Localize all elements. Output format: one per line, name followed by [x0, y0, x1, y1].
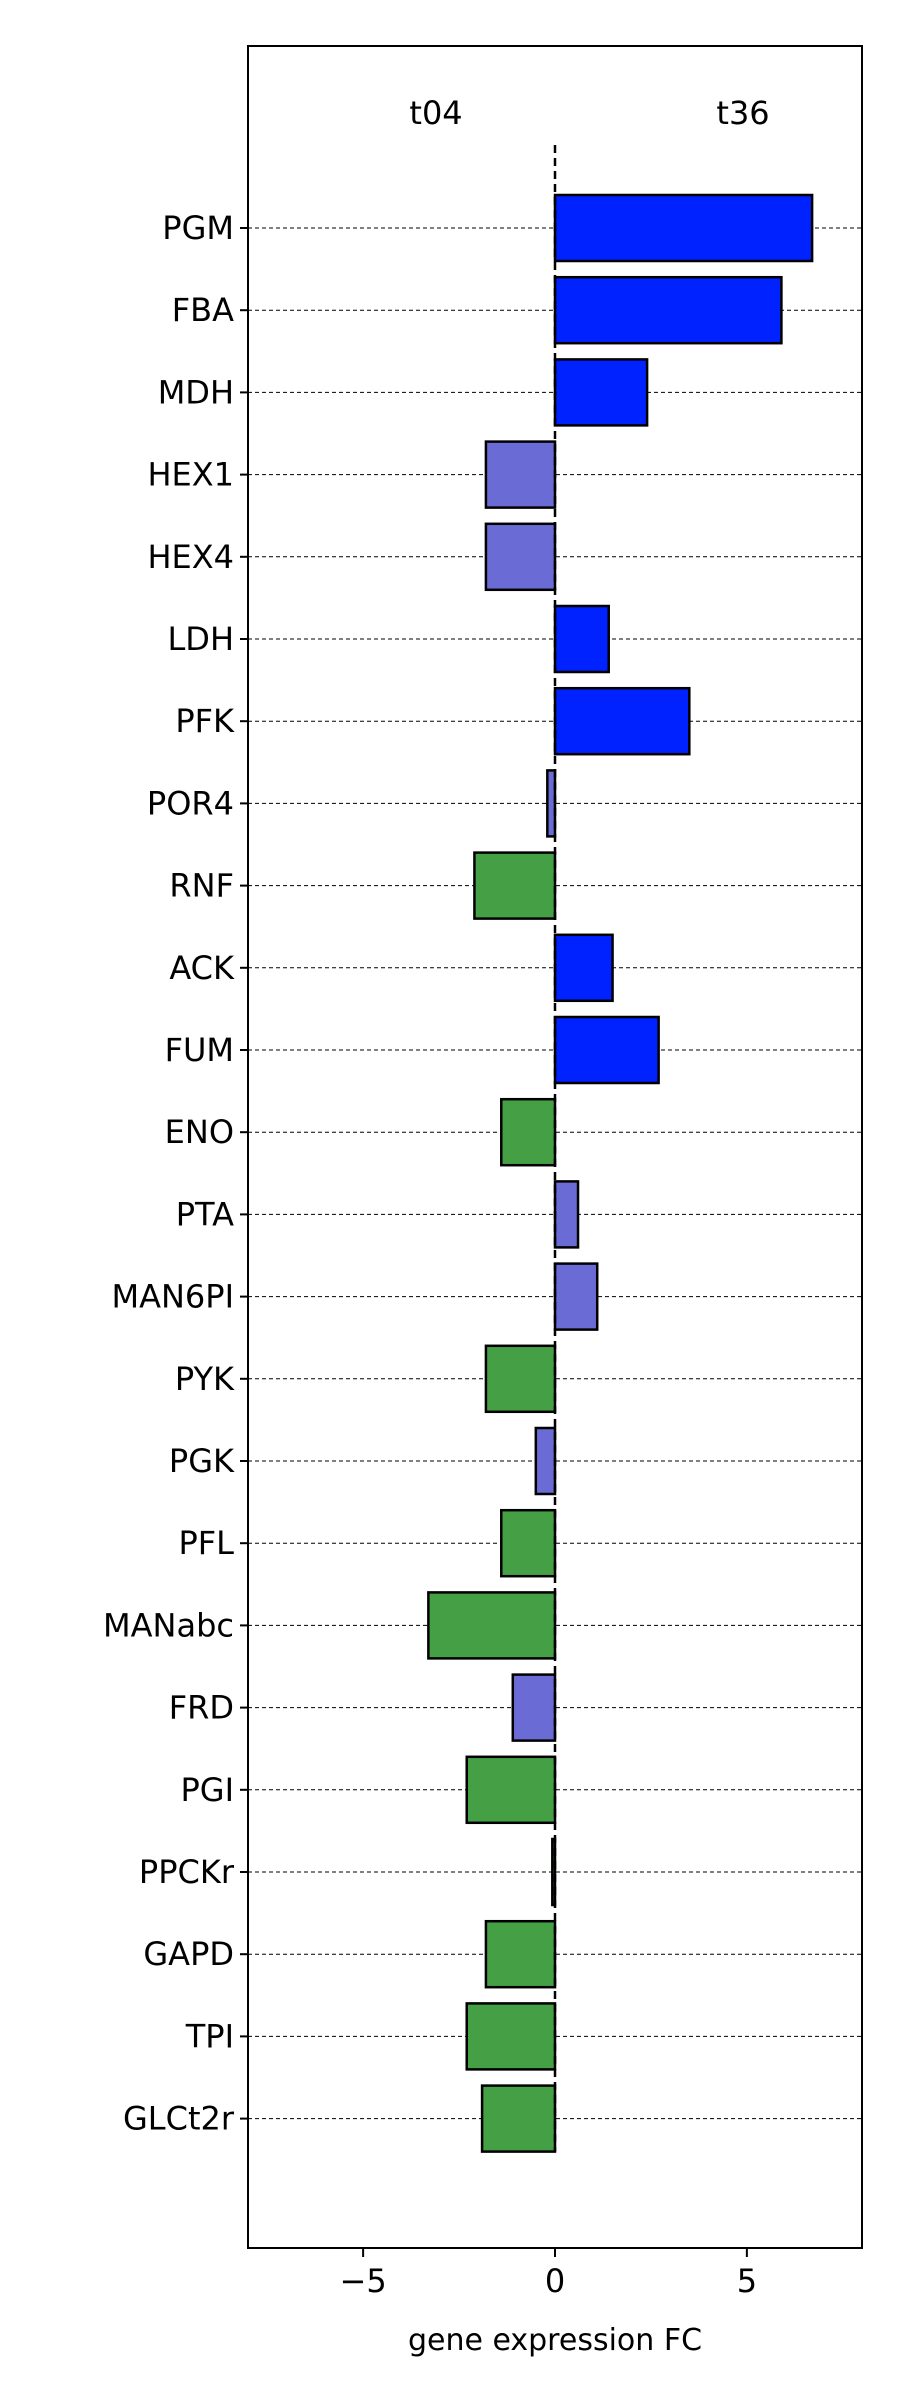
bar-FRD [511, 1673, 557, 1742]
bar-PYK [484, 1344, 557, 1414]
y-tick-label: PGM [162, 209, 234, 247]
y-tick-label: PGI [180, 1771, 234, 1809]
bar-LDH [553, 604, 610, 674]
bar-FUM [553, 1015, 660, 1085]
y-tick-label: HEX1 [147, 456, 234, 494]
bar-FBA [553, 275, 783, 345]
y-tick-label: MDH [158, 373, 234, 411]
bar-MAN6PI [553, 1262, 599, 1331]
y-tick-label: POR4 [147, 784, 234, 822]
y-tick-label: PTA [176, 1195, 234, 1233]
y-tick-label: ACK [169, 949, 235, 987]
y-tick-label: GLCt2r [123, 2100, 235, 2138]
x-axis-label: gene expression FC [408, 2323, 702, 2358]
bar-RNF [473, 851, 557, 920]
bar-TPI [465, 2002, 557, 2071]
y-tick-label: TPI [185, 2017, 234, 2055]
y-tick-label: HEX4 [147, 538, 234, 576]
y-tick-label: ENO [165, 1113, 234, 1151]
annotation-layer: t04 t36 [409, 94, 769, 132]
y-tick-label: PYK [175, 1360, 235, 1398]
x-tick-label: 0 [545, 2262, 565, 2300]
bar-MDH [553, 358, 649, 427]
y-tick-label: MANabc [103, 1606, 234, 1644]
bar-PGM [553, 193, 814, 263]
bar-ENO [500, 1097, 557, 1167]
x-tick-layer: −5 0 5 [340, 2248, 757, 2300]
y-tick-label: PPCKr [139, 1853, 235, 1891]
y-tick-label: PFK [175, 702, 235, 740]
bar-HEX1 [484, 440, 557, 509]
y-tick-label: RNF [169, 867, 234, 905]
bar-GLCt2r [480, 2084, 557, 2153]
bar-MANabc [427, 1591, 557, 1660]
y-tick-label: GAPD [143, 1935, 234, 1973]
bar-PFL [500, 1508, 557, 1578]
bar-PTA [553, 1180, 580, 1249]
y-tick-label: LDH [167, 620, 234, 658]
bar-layer [427, 193, 814, 2153]
grid-layer [248, 227, 862, 2120]
bar-HEX4 [484, 522, 557, 592]
y-tick-label: FUM [165, 1031, 234, 1069]
y-tick-label: FBA [172, 291, 234, 329]
bar-PPCKr [551, 1837, 557, 1907]
annotation-t36: t36 [716, 94, 769, 132]
bar-PGI [465, 1755, 557, 1825]
bar-ACK [553, 933, 614, 1003]
y-tick-layer: PGM FBA MDH HEX1 HEX4 LDH PFK POR4 RNF ACK FUM ENO P… [103, 209, 248, 2138]
bar-PFK [553, 686, 691, 756]
y-tick-label: PFL [178, 1524, 234, 1562]
y-tick-label: FRD [169, 1689, 234, 1727]
x-tick-label: −5 [340, 2262, 387, 2300]
x-tick-label: 5 [737, 2262, 757, 2300]
y-tick-label: MAN6PI [111, 1278, 234, 1316]
y-tick-label: PGK [169, 1442, 235, 1480]
bar-GAPD [484, 1919, 557, 1989]
annotation-t04: t04 [409, 94, 462, 132]
bar-POR4 [546, 769, 557, 838]
bar-PGK [534, 1426, 557, 1496]
